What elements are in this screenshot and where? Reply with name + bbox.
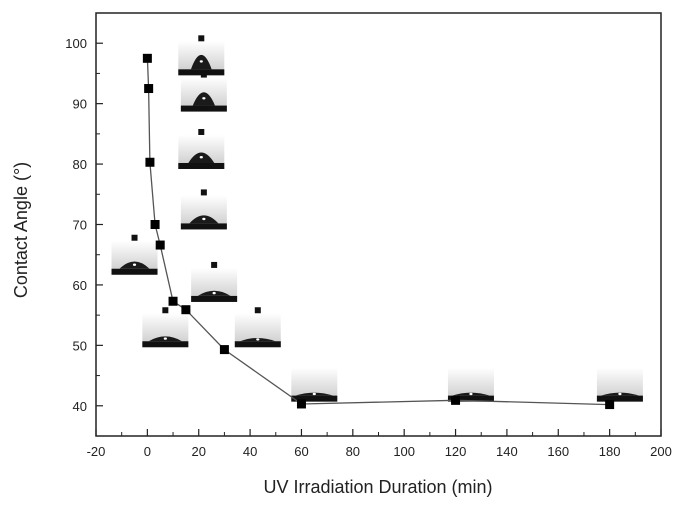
data-point xyxy=(605,400,615,410)
data-point xyxy=(144,84,154,94)
data-point xyxy=(168,296,178,306)
x-axis-ticks: -20 0 20 40 60 80 100 120 140 160 180 200 xyxy=(87,429,672,459)
x-tick-label: 180 xyxy=(599,444,621,459)
data-point xyxy=(219,345,229,355)
droplet-photo xyxy=(142,307,189,348)
data-point xyxy=(296,399,306,409)
droplet-photo xyxy=(178,128,225,169)
y-axis-ticks: 40 50 60 70 80 90 100 xyxy=(65,12,103,437)
y-tick-label: 50 xyxy=(73,338,87,353)
y-tick-label: 90 xyxy=(73,97,87,112)
x-tick-label: 40 xyxy=(243,444,257,459)
y-tick-label: 100 xyxy=(65,36,87,51)
data-point xyxy=(181,305,191,315)
x-tick-label: 120 xyxy=(445,444,467,459)
droplet-photo xyxy=(111,234,158,275)
droplet-photo xyxy=(291,367,338,402)
y-axis-title: Contact Angle (°) xyxy=(11,162,31,298)
x-tick-label: -20 xyxy=(87,444,106,459)
droplet-photo xyxy=(596,367,643,402)
y-tick-label: 60 xyxy=(73,278,87,293)
x-tick-label: 80 xyxy=(346,444,360,459)
data-point xyxy=(451,395,461,405)
plot-frame xyxy=(95,12,662,437)
x-tick-label: 20 xyxy=(191,444,205,459)
x-tick-label: 60 xyxy=(294,444,308,459)
droplet-photo xyxy=(191,261,238,302)
data-point xyxy=(150,220,160,229)
droplet-photos xyxy=(111,35,643,402)
droplet-photo xyxy=(178,35,225,76)
x-axis-title: UV Irradiation Duration (min) xyxy=(263,477,492,497)
x-tick-label: 160 xyxy=(547,444,569,459)
data-point xyxy=(142,53,152,63)
droplet-photo xyxy=(180,71,227,112)
data-point xyxy=(145,157,155,167)
droplet-photo xyxy=(180,189,227,230)
y-tick-label: 80 xyxy=(73,157,87,172)
x-tick-label: 100 xyxy=(393,444,415,459)
data-points xyxy=(142,53,615,410)
y-tick-label: 40 xyxy=(73,399,87,414)
y-tick-label: 70 xyxy=(73,218,87,233)
x-tick-label: 0 xyxy=(144,444,151,459)
x-tick-label: 200 xyxy=(650,444,672,459)
x-tick-label: 140 xyxy=(496,444,518,459)
data-point xyxy=(155,240,165,250)
droplet-photo xyxy=(234,307,281,348)
